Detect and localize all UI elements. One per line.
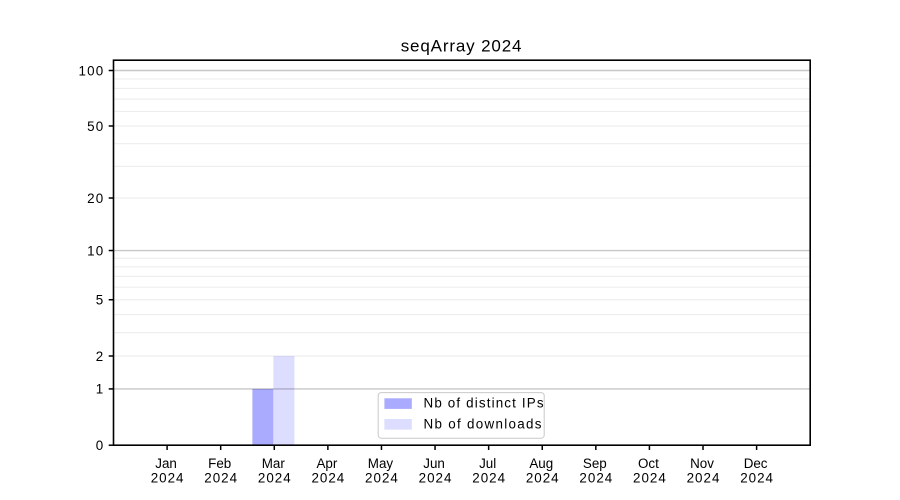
svg-text:Jun: Jun — [423, 456, 445, 471]
svg-text:10: 10 — [87, 243, 104, 258]
svg-text:Dec: Dec — [744, 456, 768, 471]
svg-text:50: 50 — [87, 119, 104, 134]
svg-text:Apr: Apr — [316, 456, 337, 471]
svg-text:Nb of downloads: Nb of downloads — [424, 416, 543, 431]
svg-text:Jan: Jan — [155, 456, 177, 471]
svg-text:May: May — [368, 456, 394, 471]
svg-text:Nov: Nov — [690, 456, 714, 471]
svg-text:Mar: Mar — [262, 456, 286, 471]
svg-text:2024: 2024 — [204, 471, 238, 486]
svg-text:Feb: Feb — [208, 456, 231, 471]
svg-text:20: 20 — [87, 191, 104, 206]
svg-text:Aug: Aug — [529, 456, 553, 471]
svg-text:2024: 2024 — [365, 471, 399, 486]
svg-text:2024: 2024 — [258, 471, 292, 486]
svg-text:2024: 2024 — [687, 471, 721, 486]
svg-text:100: 100 — [78, 63, 104, 78]
svg-text:seqArray 2024: seqArray 2024 — [401, 37, 523, 56]
svg-text:Jul: Jul — [479, 456, 496, 471]
svg-text:Oct: Oct — [638, 456, 659, 471]
svg-text:5: 5 — [96, 293, 105, 308]
svg-text:2024: 2024 — [579, 471, 613, 486]
svg-text:1: 1 — [96, 382, 105, 397]
svg-text:2: 2 — [96, 349, 105, 364]
svg-text:2024: 2024 — [151, 471, 185, 486]
svg-text:2024: 2024 — [740, 471, 774, 486]
svg-text:2024: 2024 — [472, 471, 506, 486]
svg-text:Sep: Sep — [583, 456, 607, 471]
svg-text:2024: 2024 — [419, 471, 453, 486]
svg-text:Nb of distinct IPs: Nb of distinct IPs — [424, 396, 545, 411]
svg-text:0: 0 — [96, 438, 105, 453]
svg-text:2024: 2024 — [311, 471, 345, 486]
svg-text:2024: 2024 — [526, 471, 560, 486]
svg-text:2024: 2024 — [633, 471, 667, 486]
